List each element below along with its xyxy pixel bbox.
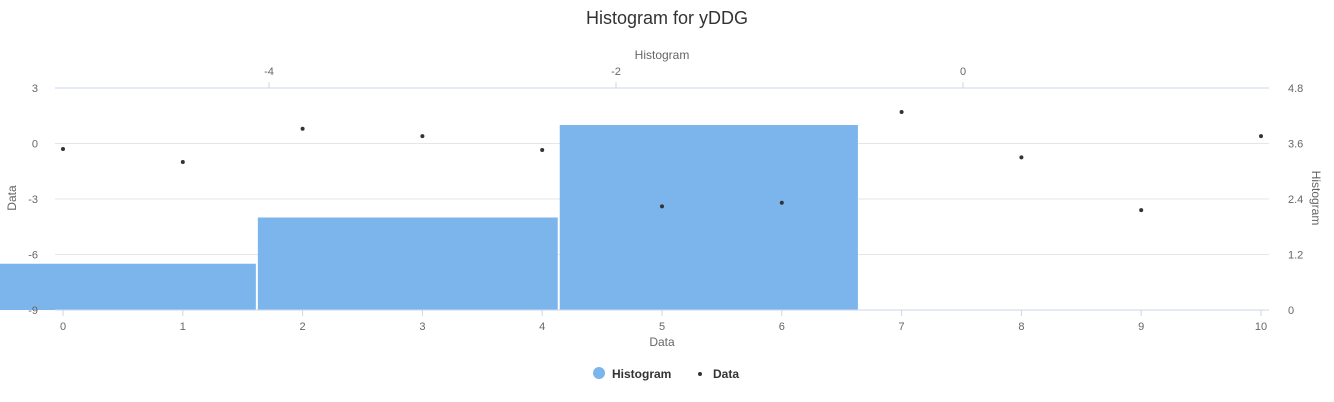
- data-points: [61, 110, 1263, 213]
- bottom-tick-label: 7: [899, 321, 905, 333]
- bottom-tick-label: 5: [659, 321, 665, 333]
- data-point[interactable]: [1259, 134, 1263, 139]
- right-tick-label: 4.8: [1288, 83, 1303, 95]
- bottom-tick-label: 6: [779, 321, 785, 333]
- bottom-axis-title: Data: [649, 335, 675, 349]
- bottom-tick-label: 10: [1255, 321, 1267, 333]
- left-tick-label: -3: [28, 194, 38, 206]
- legend: Histogram Data: [593, 367, 739, 381]
- bottom-tick-label: 9: [1138, 321, 1144, 333]
- data-point[interactable]: [1019, 155, 1024, 160]
- left-tick-label: -6: [28, 250, 38, 262]
- left-axis-title: Data: [5, 185, 19, 211]
- top-tick-label: 0: [960, 66, 966, 78]
- histogram-bars: [0, 125, 858, 310]
- legend-histogram-label[interactable]: Histogram: [612, 367, 671, 381]
- left-tick-label: 3: [32, 83, 38, 95]
- left-tick-label: -9: [28, 305, 38, 317]
- histogram-bar[interactable]: [257, 217, 558, 311]
- legend-data-label[interactable]: Data: [713, 367, 739, 381]
- data-point[interactable]: [899, 110, 904, 115]
- legend-data-marker[interactable]: [698, 372, 702, 376]
- histogram-bar[interactable]: [0, 263, 256, 310]
- bottom-tick-label: 4: [539, 321, 545, 333]
- bottom-tick-label: 2: [300, 321, 306, 333]
- data-point[interactable]: [779, 200, 784, 205]
- right-axis-title: Histogram: [1309, 171, 1323, 226]
- bottom-tick-label: 3: [419, 321, 425, 333]
- data-point[interactable]: [61, 147, 65, 152]
- top-tick-label: -2: [611, 66, 621, 78]
- chart-title: Histogram for yDDG: [586, 8, 748, 28]
- bottom-tick-label: 1: [180, 321, 186, 333]
- bottom-tick-label: 0: [60, 321, 66, 333]
- data-point[interactable]: [180, 160, 185, 164]
- left-tick-label: 0: [32, 139, 38, 151]
- right-tick-label: 0: [1288, 305, 1294, 317]
- data-point[interactable]: [660, 204, 664, 209]
- right-tick-label: 2.4: [1288, 194, 1303, 206]
- top-axis-title: Histogram: [635, 48, 690, 62]
- right-tick-label: 1.2: [1288, 250, 1303, 262]
- data-point[interactable]: [1139, 208, 1144, 213]
- right-tick-label: 3.6: [1288, 139, 1303, 151]
- data-point[interactable]: [540, 147, 545, 152]
- tick-labels: 0 1 2 3 4 5 6 7 8 9 10 -4 -2 0 3 0 -3 -6 -9 4.8 3.6 2.4 1.2 0: [28, 66, 1303, 333]
- legend-histogram-marker[interactable]: [593, 367, 605, 379]
- bottom-tick-label: 8: [1018, 321, 1024, 333]
- data-point[interactable]: [420, 134, 425, 139]
- histogram-bar[interactable]: [559, 125, 858, 310]
- top-tick-label: -4: [264, 66, 274, 78]
- data-point[interactable]: [300, 126, 305, 131]
